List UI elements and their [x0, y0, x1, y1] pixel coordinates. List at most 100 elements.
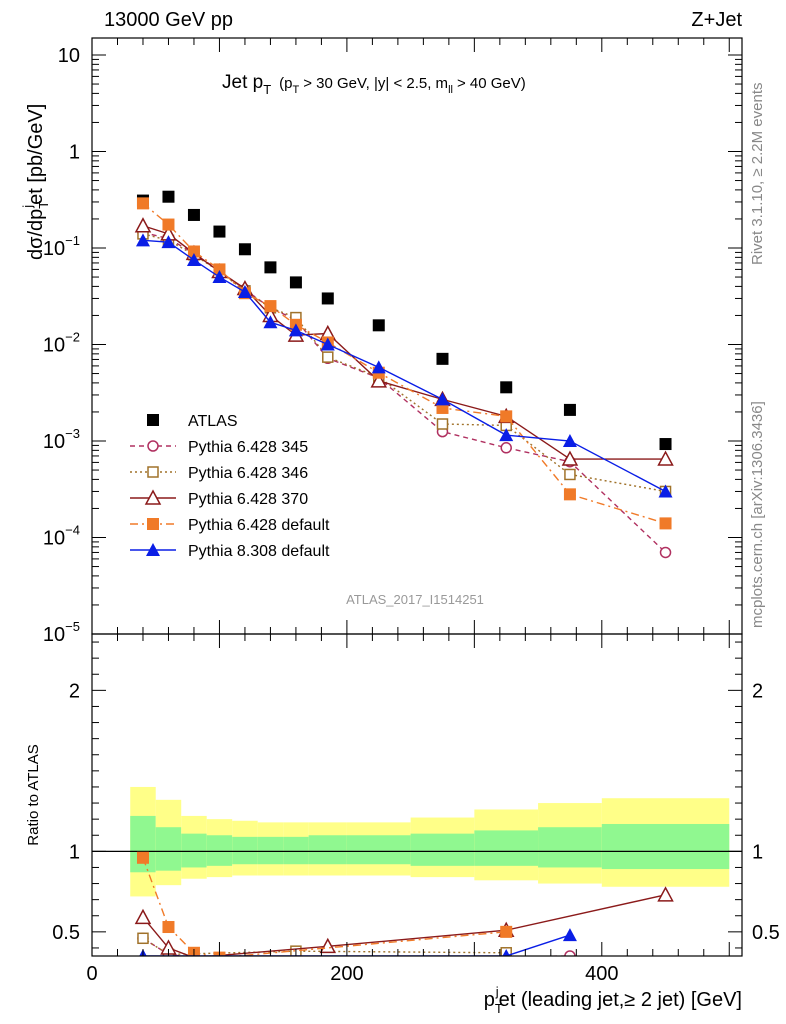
main-point-s0-12: [659, 438, 672, 451]
title-cond-2-sub: ll: [448, 84, 453, 96]
inner-band-bin: [538, 827, 602, 868]
legend: ATLAS Pythia 6.428 345 Pythia 6.428 346 Pyt…: [130, 413, 330, 560]
main-point-s3-11: [561, 450, 579, 466]
process-label: Z+Jet: [691, 9, 742, 31]
main-y-tick-exp: −3: [65, 426, 80, 441]
title-cond-3: > 40 GeV): [457, 75, 526, 92]
legend-marker-5: [146, 543, 160, 556]
legend-marker-3: [144, 489, 162, 505]
ratio-y-tick-label-right: 1: [752, 841, 763, 863]
main-point-s4-10: [500, 410, 513, 423]
ratio-y-tick-label: 0.5: [52, 922, 80, 944]
main-point-s0-2: [187, 208, 200, 221]
main-point-s0-8: [372, 319, 385, 332]
ratio-point-s2-3: [319, 937, 337, 954]
main-point-s5-0: [135, 233, 150, 247]
main-point-s5-6: [288, 323, 303, 337]
main-point-s5-11: [562, 433, 577, 447]
main-point-s5-2: [186, 253, 201, 267]
main-point-s5-1: [161, 235, 176, 249]
main-point-s4-1: [162, 218, 175, 231]
ylabel-sup: j: [20, 205, 35, 209]
main-point-s2-11: [564, 468, 576, 481]
ratio-y-axis-label: Ratio to ATLAS: [25, 744, 42, 845]
main-point-s0-4: [238, 243, 251, 256]
title-cond-2: > 30 GeV, |y| < 2.5, m: [303, 75, 448, 92]
main-point-s2-7: [322, 351, 334, 363]
inner-band-bin: [601, 823, 730, 870]
main-point-s5-7: [320, 337, 335, 351]
main-y-tick-exp: −1: [65, 233, 80, 248]
main-point-s4-2: [187, 245, 200, 258]
inner-band-bin: [206, 835, 233, 866]
main-y-tick-mant: 10: [43, 238, 65, 260]
title-main-sub: T: [263, 82, 271, 97]
main-point-s2-9: [436, 418, 449, 430]
legend-label-0: ATLAS: [188, 413, 238, 430]
main-series-layer: [134, 190, 674, 559]
main-point-s5-10: [499, 428, 514, 442]
title-main: Jet p: [222, 72, 263, 93]
analysis-id: ATLAS_2017_I1514251: [346, 592, 484, 607]
legend-label-5: Pythia 8.308 default: [188, 543, 330, 560]
legend-label-4: Pythia 6.428 default: [188, 517, 330, 534]
ratio-point-s4-1: [502, 949, 510, 956]
main-y-tick-label: 10−3: [43, 426, 80, 453]
main-y-tick-mant: 10: [43, 431, 65, 453]
main-y-tick-exp: −2: [65, 329, 80, 344]
main-y-tick-exp: −4: [65, 522, 80, 537]
xlabel-part-b: et (leading jet,≥ 2 jet) [GeV]: [499, 989, 742, 1011]
ratio-point-s0-4: [564, 950, 576, 956]
ylabel-part-b: et [pb/GeV]: [25, 104, 47, 205]
legend-marker-4: [147, 518, 159, 530]
main-point-s3-8: [370, 372, 388, 388]
x-tick-label: 200: [330, 963, 363, 985]
ratio-y-tick-label: 2: [69, 680, 80, 702]
inner-band-bin: [283, 836, 309, 865]
ratio-series-line-2: [142, 894, 666, 956]
inner-band-bin: [232, 836, 258, 865]
main-y-axis-label: dσ/dpTjet [pb/GeV]: [20, 104, 51, 260]
main-point-s5-12: [658, 484, 673, 498]
ratio-series-line-1: [142, 937, 507, 956]
main-point-s5-5: [263, 315, 278, 329]
ratio-point-s3-1: [162, 921, 175, 934]
main-y-tick-label: 10−5: [43, 619, 80, 646]
rivet-label: Rivet 3.1.10, ≥ 2.2M events: [749, 83, 766, 266]
main-point-s5-3: [212, 270, 227, 284]
x-tick-label: 0: [86, 963, 97, 985]
ratio-series-line-4: [142, 934, 571, 956]
main-y-tick-label: 10−1: [43, 233, 80, 260]
main-point-s5-9: [435, 392, 450, 406]
main-y-tick-exp: −5: [65, 619, 80, 634]
xlabel-sup: j: [495, 984, 499, 999]
main-point-s0-3: [213, 225, 226, 238]
ylabel-sub: T: [36, 201, 51, 209]
ratio-point-s3-0: [136, 851, 149, 864]
inner-band-bin: [181, 833, 207, 868]
main-point-s4-5: [264, 300, 277, 313]
main-point-s5-4: [237, 284, 252, 298]
legend-marker-0: [147, 414, 159, 426]
legend-label-3: Pythia 6.428 370: [188, 491, 308, 508]
main-y-tick-label: 10−4: [43, 522, 80, 549]
main-point-s5-8: [371, 360, 386, 374]
main-point-s0-9: [436, 352, 449, 365]
ratio-frame: [91, 633, 743, 957]
main-y-tick-mant: 10: [58, 45, 80, 67]
main-point-s4-0: [136, 197, 149, 210]
legend-marker-1: [147, 440, 159, 452]
ratio-y-tick-label-right: 0.5: [752, 922, 780, 944]
legend-label-2: Pythia 6.428 346: [188, 465, 308, 482]
inner-band-bin: [474, 830, 539, 866]
xlabel-part-a: p: [484, 989, 495, 1011]
main-point-s1-12: [659, 546, 672, 559]
x-axis-label: pTjet (leading jet,≥ 2 jet) [GeV]: [484, 984, 742, 1016]
main-point-s4-11: [563, 488, 576, 501]
title-cond-1: (p: [279, 75, 292, 92]
xlabel-sub: T: [495, 1001, 503, 1016]
main-point-s0-7: [321, 292, 334, 305]
ratio-point-s2-0: [134, 908, 152, 925]
